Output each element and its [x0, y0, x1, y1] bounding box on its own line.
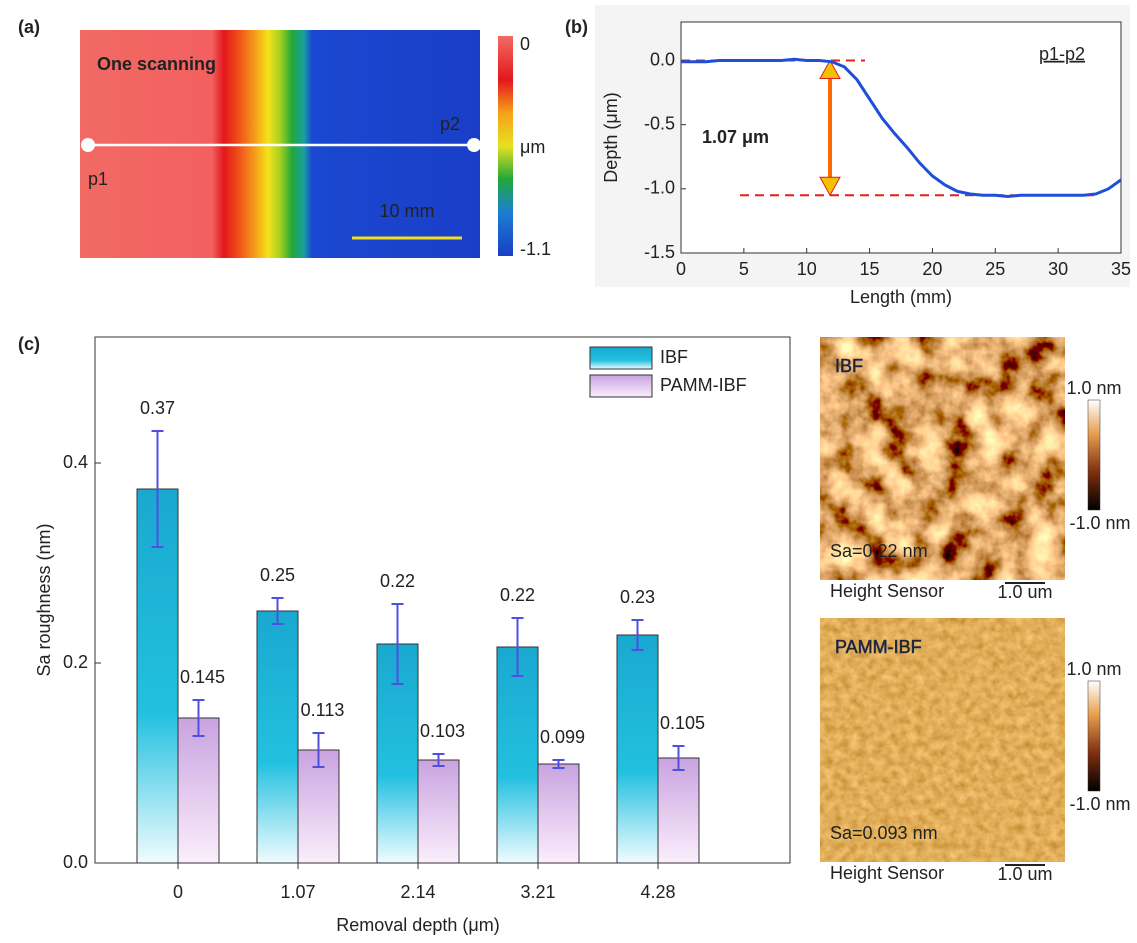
x-tick-label: 25: [985, 259, 1005, 279]
roughness-label: Sa=0.22 nm: [830, 541, 928, 561]
x-tick-label: 5: [739, 259, 749, 279]
y-tick-label: -1.0: [644, 178, 675, 198]
colorbar-label: μm: [520, 137, 545, 157]
colorbar-min: -1.0 nm: [1069, 513, 1130, 533]
x-tick-label: 0: [676, 259, 686, 279]
x-axis-label: Removal depth (μm): [336, 915, 499, 935]
colorbar: [1088, 681, 1100, 791]
bar: [418, 760, 459, 863]
panel-label: (a): [18, 17, 40, 37]
y-tick-label: 0.0: [63, 852, 88, 872]
x-tick-label: 30: [1048, 259, 1068, 279]
x-tick-label: 15: [860, 259, 880, 279]
x-tick-label: 35: [1111, 259, 1131, 279]
legend-label: IBF: [660, 347, 688, 367]
x-tick-label: 10: [797, 259, 817, 279]
point: [81, 138, 95, 152]
x-tick-label: 20: [922, 259, 942, 279]
bar: [658, 758, 699, 863]
x-tick-label: 2.14: [400, 882, 435, 902]
value-label: 0.113: [301, 700, 345, 720]
value-label: 0.23: [620, 587, 655, 607]
x-axis-label: Length (mm): [850, 287, 952, 307]
y-tick-label: 0.2: [63, 652, 88, 672]
colorbar-tick-label: 0: [520, 34, 530, 54]
value-label: 0.37: [140, 398, 175, 418]
value-label: 0.105: [660, 713, 705, 733]
colorbar-max: 1.0 nm: [1066, 378, 1121, 398]
x-tick-label: 4.28: [640, 882, 675, 902]
y-tick-label: 0.0: [650, 49, 675, 69]
bar: [538, 764, 579, 863]
y-tick-label: -1.5: [644, 242, 675, 262]
y-axis-label: Depth (μm): [601, 92, 621, 182]
legend-label: PAMM-IBF: [660, 375, 747, 395]
annotation: 1.07 μm: [702, 127, 769, 147]
value-label: 0.22: [500, 585, 535, 605]
y-tick-label: 0.4: [63, 452, 88, 472]
colorbar: [498, 36, 513, 256]
value-label: 0.103: [420, 721, 465, 741]
point: [467, 138, 481, 152]
value-label: 0.25: [260, 565, 295, 585]
colorbar-max: 1.0 nm: [1066, 659, 1121, 679]
bar: [178, 718, 219, 863]
image-label: PAMM-IBF: [835, 637, 922, 657]
page: (a) One scanning p1 p2 10 mm 0 -1.1 μm (b) 0 5 10 15…: [0, 0, 1137, 943]
legend-swatch: [590, 375, 652, 397]
y-axis-label: Sa roughness (nm): [34, 523, 54, 676]
annotation: One scanning: [97, 54, 216, 74]
bar: [257, 611, 298, 863]
colorbar-min: -1.0 nm: [1069, 794, 1130, 814]
sensor-label: Height Sensor: [830, 581, 944, 601]
scale-bar-label: 1.0 um: [997, 582, 1052, 602]
bar: [497, 647, 538, 863]
bar: [617, 635, 658, 863]
value-label: 0.145: [180, 667, 225, 687]
roughness-label: Sa=0.093 nm: [830, 823, 938, 843]
panel-label: (c): [18, 334, 40, 354]
y-tick-label: -0.5: [644, 113, 675, 133]
scale-bar-label: 10 mm: [379, 201, 434, 221]
x-tick-label: 3.21: [520, 882, 555, 902]
legend-label: p1-p2: [1039, 44, 1085, 64]
point-label: p2: [440, 114, 460, 134]
scale-bar-label: 1.0 um: [997, 864, 1052, 884]
colorbar-tick-label: -1.1: [520, 239, 551, 259]
x-tick-label: 0: [173, 882, 183, 902]
image-label: IBF: [835, 356, 863, 376]
figure: (a) One scanning p1 p2 10 mm 0 -1.1 μm (b) 0 5 10 15…: [0, 0, 1137, 943]
x-tick-label: 1.07: [280, 882, 315, 902]
legend-swatch: [590, 347, 652, 369]
value-label: 0.099: [540, 727, 585, 747]
panel-label: (b): [565, 17, 588, 37]
value-label: 0.22: [380, 571, 415, 591]
point-label: p1: [88, 169, 108, 189]
sensor-label: Height Sensor: [830, 863, 944, 883]
colorbar: [1088, 400, 1100, 510]
